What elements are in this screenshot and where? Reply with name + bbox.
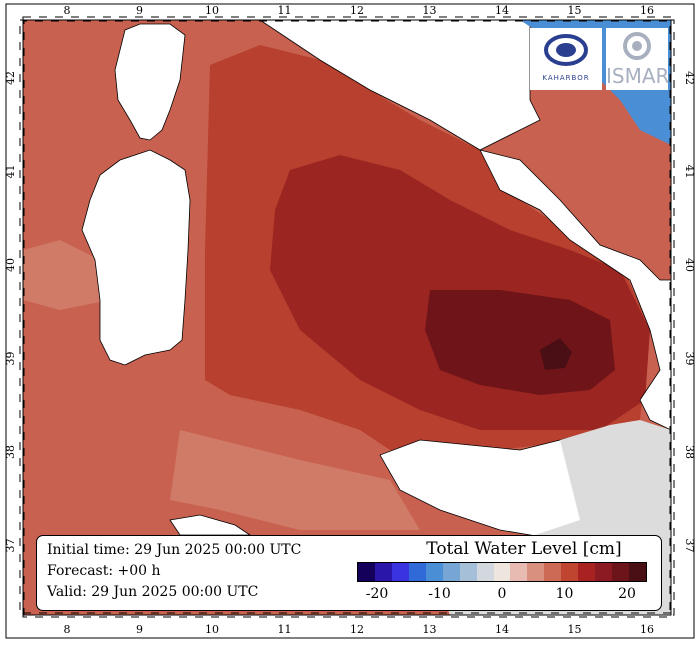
- color-bar-label: -10: [428, 586, 451, 602]
- lon-tick-top-15: 15: [568, 4, 582, 17]
- color-bar-swatch: [595, 563, 613, 581]
- color-bar-label: -20: [365, 586, 389, 602]
- lat-tick-right-39: 39: [683, 352, 696, 366]
- frame-bar-top: [22, 16, 672, 22]
- color-bar-swatch: [425, 563, 443, 581]
- map-frame: [22, 19, 672, 616]
- lon-tick-bottom-9: 9: [136, 623, 143, 636]
- lon-tick-bottom-8: 8: [64, 623, 71, 636]
- lon-tick-bottom-13: 13: [423, 623, 437, 636]
- lat-tick-left-42: 42: [4, 71, 17, 85]
- lon-tick-top-12: 12: [350, 4, 364, 17]
- lon-tick-top-9: 9: [136, 4, 143, 17]
- outer-frame: [5, 3, 695, 639]
- lon-tick-bottom-11: 11: [278, 623, 292, 636]
- color-bar-swatch: [510, 563, 528, 581]
- sardinia-island: [81, 149, 191, 366]
- ismar-logo: ISMAR: [606, 28, 670, 90]
- italy-south-mainland: [479, 149, 672, 431]
- lon-tick-top-13: 13: [423, 4, 437, 17]
- lat-tick-left-41: 41: [4, 165, 17, 179]
- lat-tick-left-39: 39: [4, 352, 17, 366]
- info-panel: Initial time: 29 Jun 2025 00:00 UTC Fore…: [36, 535, 662, 611]
- color-bar-swatch: [374, 563, 392, 581]
- color-bar-swatch: [476, 563, 494, 581]
- lon-tick-bottom-15: 15: [568, 623, 582, 636]
- latitude-ticks-right: 42 41 40 39 38 37: [683, 71, 696, 553]
- color-bar-swatch: [561, 563, 579, 581]
- lat-tick-right-37: 37: [683, 539, 696, 553]
- lon-tick-top-11: 11: [278, 4, 292, 17]
- color-bar-swatch: [612, 563, 629, 581]
- color-bar-label: 0: [497, 586, 507, 602]
- tunisia-coast: [169, 514, 252, 536]
- frame-bar-right: [669, 19, 675, 616]
- lon-tick-top-14: 14: [495, 4, 509, 17]
- legend-title: Total Water Level [cm]: [426, 539, 622, 559]
- lon-tick-bottom-16: 16: [640, 623, 654, 636]
- color-bar-swatch: [408, 563, 426, 581]
- lon-tick-top-16: 16: [640, 4, 654, 17]
- color-bar-swatch: [459, 563, 477, 581]
- color-bar: [357, 562, 647, 582]
- latitude-ticks-left: 42 41 40 39 38 37: [4, 71, 17, 553]
- valid-time-text: Valid: 29 Jun 2025 00:00 UTC: [47, 584, 259, 600]
- lon-tick-bottom-12: 12: [350, 623, 364, 636]
- ismar-logo-text: ISMAR: [606, 64, 670, 88]
- color-bar-labels: -20 -10 0 10 20: [357, 586, 647, 604]
- color-bar-swatch: [527, 563, 545, 581]
- corsica-island: [114, 23, 186, 141]
- ismar-logo-icon: [623, 32, 651, 60]
- kaharbor-logo-text: KAHARBOR: [542, 74, 590, 82]
- color-bar-swatch: [358, 563, 375, 581]
- sea-light-band: [23, 240, 420, 530]
- lon-tick-top-10: 10: [205, 4, 219, 17]
- lat-tick-left-37: 37: [4, 539, 17, 553]
- color-bar-swatch: [629, 563, 646, 581]
- lat-tick-right-40: 40: [683, 258, 696, 272]
- kaharbor-logo-icon: [544, 34, 588, 66]
- sea-peak-core: [540, 338, 572, 370]
- lat-tick-left-38: 38: [4, 445, 17, 459]
- initial-time-text: Initial time: 29 Jun 2025 00:00 UTC: [47, 542, 302, 558]
- lon-tick-bottom-10: 10: [205, 623, 219, 636]
- color-bar-swatch: [544, 563, 562, 581]
- longitude-ticks-top: 8 9 10 11 12 13 14 15 16: [64, 4, 655, 17]
- color-bar-swatch: [493, 563, 511, 581]
- color-bar-swatch: [578, 563, 596, 581]
- color-bar-label: 10: [555, 586, 574, 602]
- color-bar-swatch: [442, 563, 460, 581]
- frame-bar-left: [19, 19, 25, 616]
- color-bar-swatch: [391, 563, 409, 581]
- lon-tick-bottom-14: 14: [495, 623, 509, 636]
- color-bar-label: 20: [618, 586, 636, 602]
- sea-peak-zone: [425, 290, 615, 395]
- forecast-hour-text: Forecast: +00 h: [47, 563, 161, 579]
- lat-tick-right-42: 42: [683, 71, 696, 85]
- forecast-info: Initial time: 29 Jun 2025 00:00 UTC Fore…: [47, 540, 301, 603]
- lat-tick-right-38: 38: [683, 445, 696, 459]
- lat-tick-left-40: 40: [4, 258, 17, 272]
- longitude-ticks-bottom: 8 9 10 11 12 13 14 15 16: [64, 623, 655, 636]
- lon-tick-top-8: 8: [64, 4, 71, 17]
- lat-tick-right-41: 41: [683, 165, 696, 179]
- kaharbor-logo: KAHARBOR: [530, 28, 602, 90]
